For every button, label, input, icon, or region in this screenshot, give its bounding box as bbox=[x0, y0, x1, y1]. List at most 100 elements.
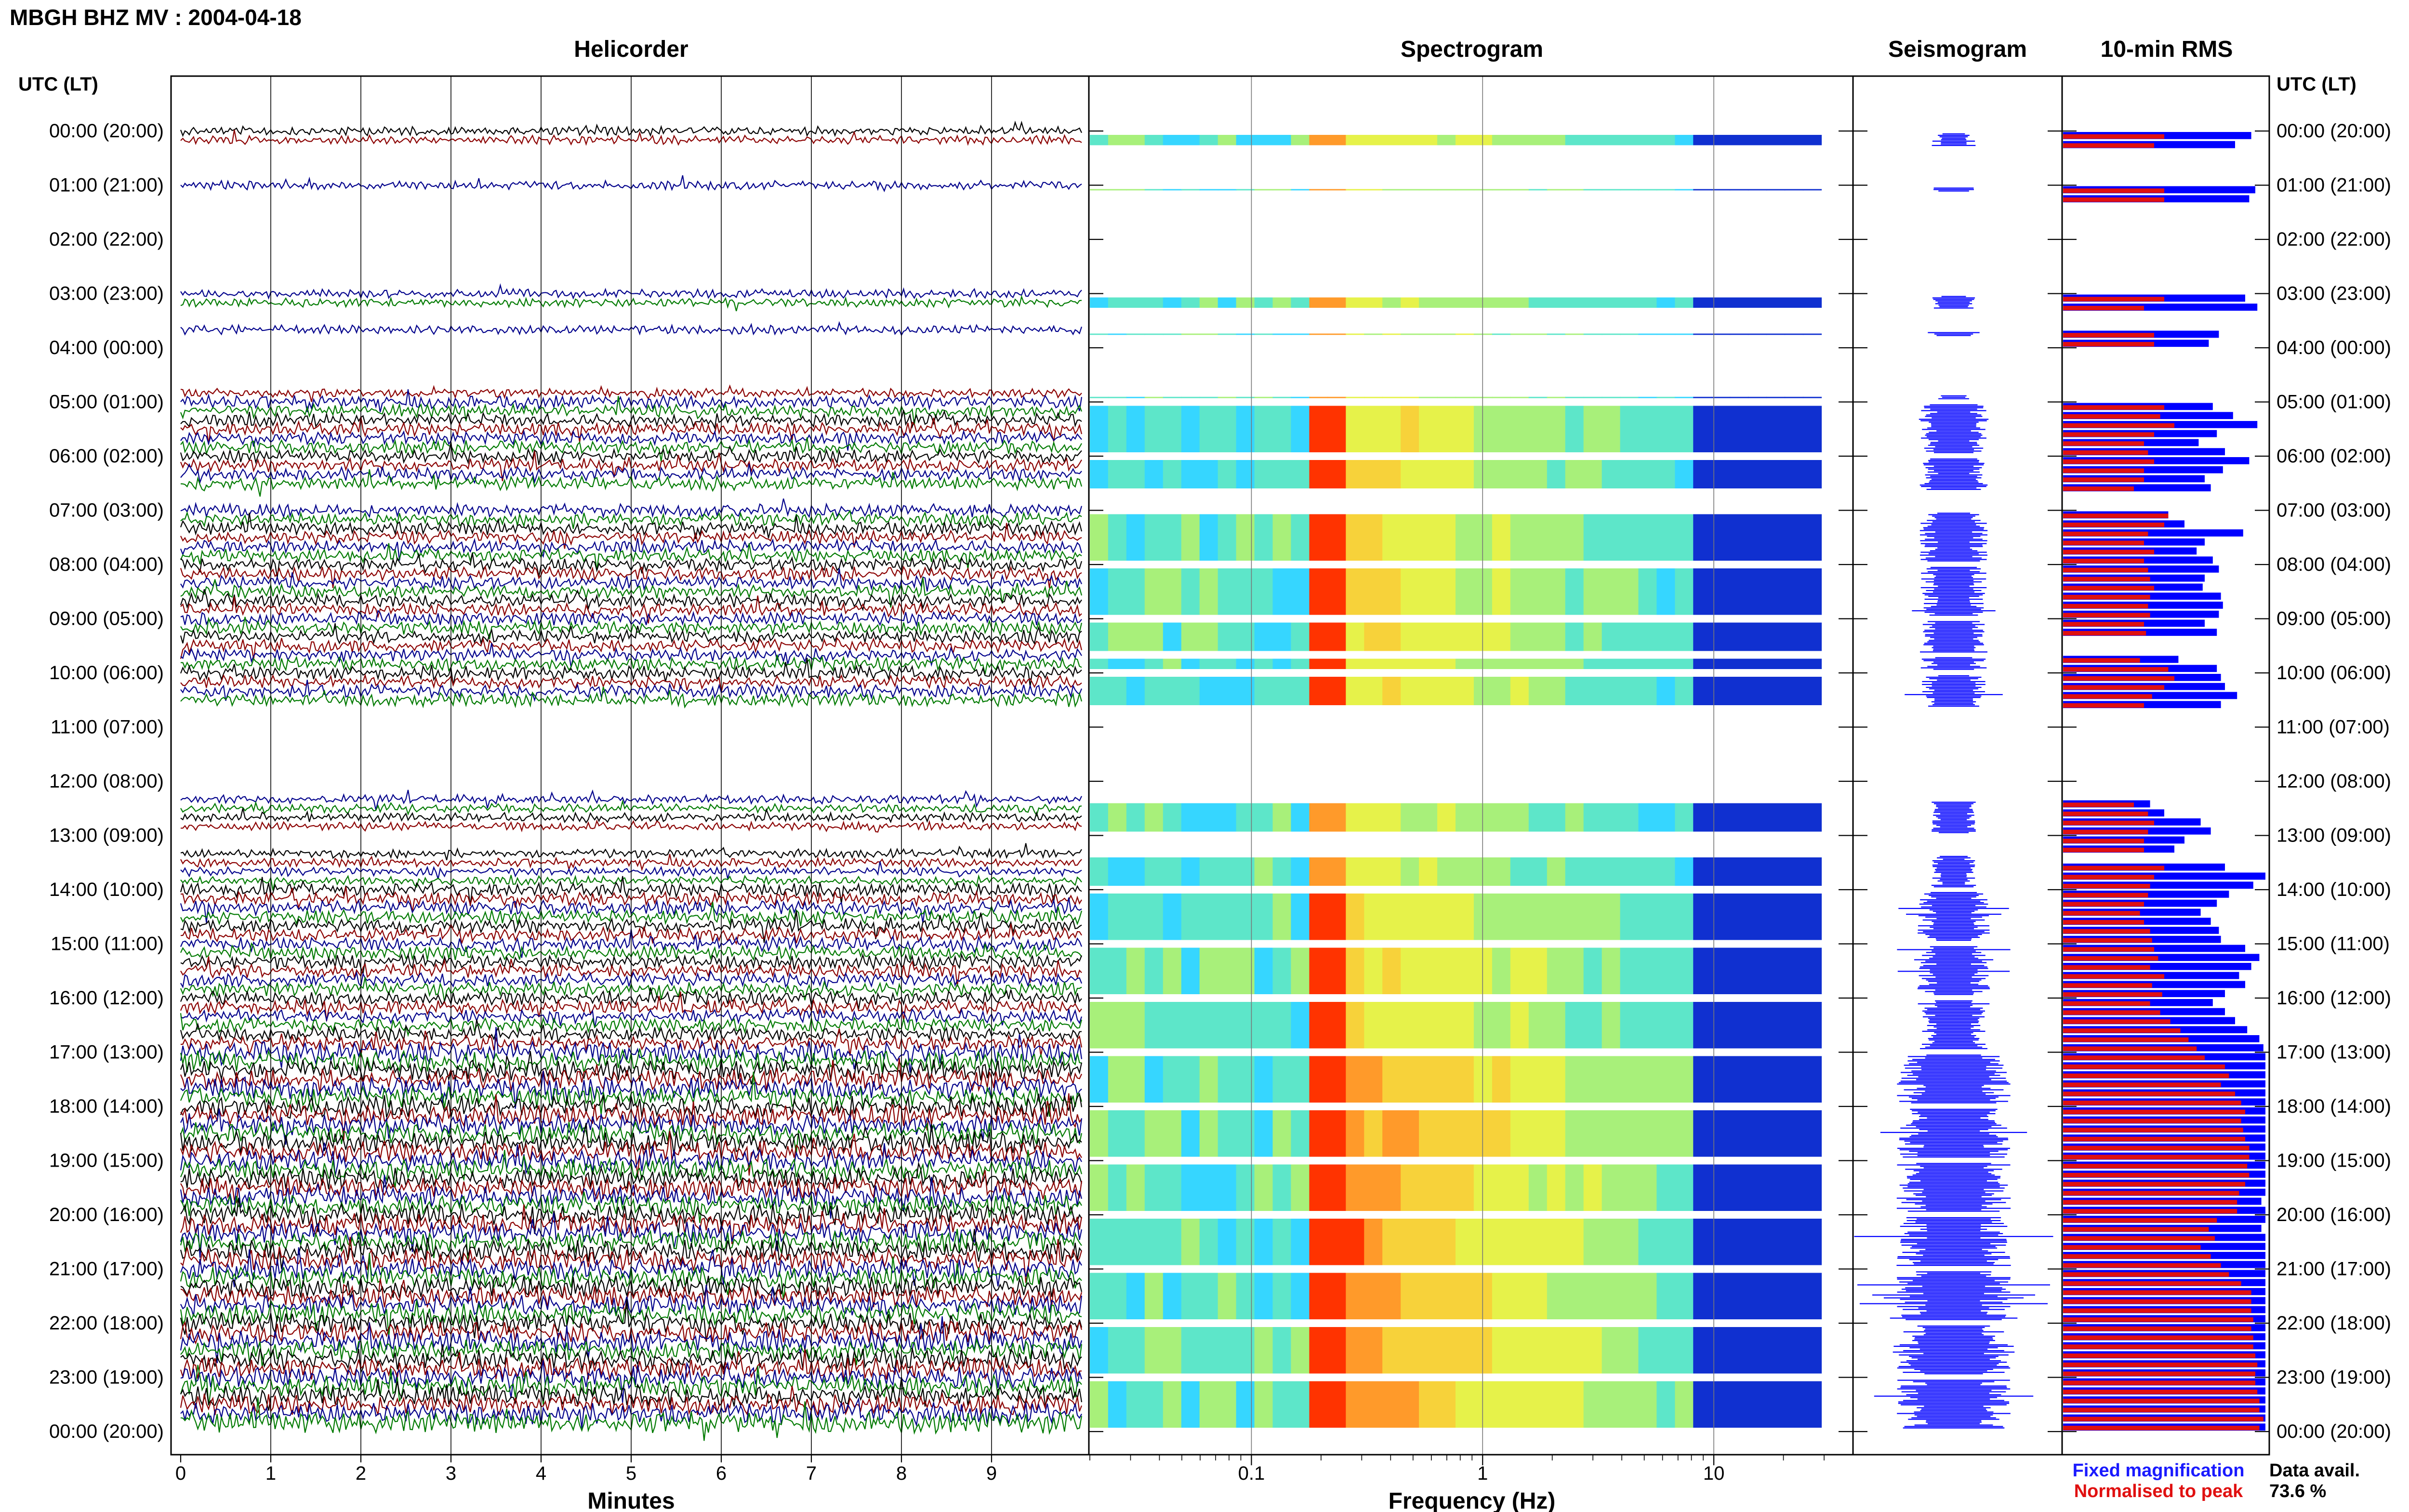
spectrogram-cell bbox=[1236, 658, 1255, 669]
spectrogram-cell bbox=[1108, 189, 1127, 191]
spectrogram-cell bbox=[1108, 396, 1127, 398]
spectrogram-cell bbox=[1401, 1110, 1420, 1157]
spectrogram-cell bbox=[1346, 514, 1365, 561]
spectrogram-cell bbox=[1419, 333, 1438, 335]
spectrogram-cell bbox=[1199, 658, 1218, 669]
spectrogram-cell bbox=[1656, 857, 1676, 886]
spectrogram-cell bbox=[1090, 1219, 1109, 1265]
time-label-left: 05:00 (01:00) bbox=[49, 392, 164, 413]
spectrogram-cell bbox=[1090, 189, 1109, 191]
spectrogram-cell bbox=[1108, 1002, 1127, 1049]
spectrogram-cell bbox=[1711, 460, 1731, 488]
spectrogram-cell bbox=[1656, 1273, 1676, 1319]
spectrogram-cell bbox=[1309, 297, 1328, 308]
spectrogram-cell bbox=[1766, 568, 1786, 615]
spectrogram-cell bbox=[1711, 658, 1731, 669]
spectrogram-cell bbox=[1090, 894, 1109, 940]
spectrogram-cell bbox=[1291, 568, 1310, 615]
spectrogram-cell bbox=[1272, 297, 1292, 308]
spectrogram-cell bbox=[1803, 1056, 1822, 1103]
rms-bar-normalised bbox=[2063, 1109, 2245, 1115]
spectrogram-cell bbox=[1199, 406, 1218, 452]
rms-bar-normalised bbox=[2063, 432, 2154, 437]
seismogram-trace bbox=[1920, 657, 1987, 670]
spectrogram-cell bbox=[1126, 1273, 1145, 1319]
spectrogram-cell bbox=[1528, 1219, 1548, 1265]
rms-bar-normalised bbox=[2063, 1317, 2253, 1322]
spectrogram-cell bbox=[1730, 622, 1749, 651]
spectrogram-cell bbox=[1272, 1381, 1292, 1428]
spectrogram-cell bbox=[1510, 1381, 1529, 1428]
spectrogram-cell bbox=[1437, 333, 1456, 335]
spectrogram-cell bbox=[1382, 677, 1402, 705]
spectrogram-cell bbox=[1748, 1110, 1767, 1157]
spectrogram-cell bbox=[1437, 1164, 1456, 1211]
spectrogram-cell bbox=[1602, 568, 1621, 615]
spectrogram-cell bbox=[1181, 622, 1200, 651]
spectrogram-cell bbox=[1803, 135, 1822, 145]
spectrogram-cell bbox=[1327, 568, 1347, 615]
spectrogram-cell bbox=[1693, 406, 1712, 452]
spectrogram-cell bbox=[1126, 894, 1145, 940]
rms-bar-normalised bbox=[2063, 550, 2154, 554]
spectrogram-cell bbox=[1346, 396, 1365, 398]
rms-bar-normalised bbox=[2063, 405, 2164, 410]
rms-bar-normalised bbox=[2063, 622, 2144, 627]
spectrogram-cell bbox=[1401, 189, 1420, 191]
spectrogram-cell bbox=[1090, 514, 1109, 561]
spectrogram-cell bbox=[1766, 135, 1786, 145]
spectrogram-cell bbox=[1163, 460, 1182, 488]
spectrogram-cell bbox=[1437, 297, 1456, 308]
spectrogram-cell bbox=[1803, 406, 1822, 452]
spectrogram-cell bbox=[1638, 568, 1657, 615]
spectrogram-cell bbox=[1218, 803, 1237, 832]
rms-bar-normalised bbox=[2063, 1353, 2255, 1358]
spectrogram-cell bbox=[1181, 1219, 1200, 1265]
spectrogram-cell bbox=[1419, 677, 1438, 705]
spectrogram-cell bbox=[1419, 1002, 1438, 1049]
spectrogram-cell bbox=[1126, 857, 1145, 886]
spectrogram-cell bbox=[1401, 622, 1420, 651]
spectrogram-cell bbox=[1382, 568, 1402, 615]
rms-bar-normalised bbox=[2063, 1398, 2260, 1404]
spectrogram-cell bbox=[1456, 894, 1474, 940]
time-label-left: 18:00 (14:00) bbox=[49, 1096, 164, 1117]
minute-tick-label: 5 bbox=[626, 1463, 636, 1484]
spectrogram-cell bbox=[1401, 1273, 1420, 1319]
spectrogram-cell bbox=[1492, 406, 1511, 452]
spectrogram-cell bbox=[1181, 1110, 1200, 1157]
spectrogram-cell bbox=[1675, 514, 1694, 561]
spectrogram-cell bbox=[1236, 406, 1255, 452]
spectrogram-cell bbox=[1547, 1110, 1566, 1157]
spectrogram-cell bbox=[1218, 1327, 1237, 1374]
minute-tick-label: 3 bbox=[446, 1463, 456, 1484]
spectrogram-cell bbox=[1163, 189, 1182, 191]
spectrogram-cell bbox=[1364, 460, 1383, 488]
spectrogram-cell bbox=[1473, 1164, 1493, 1211]
spectrogram-cell bbox=[1565, 396, 1584, 398]
spectrogram-cell bbox=[1218, 189, 1237, 191]
spectrogram-cell bbox=[1638, 1002, 1657, 1049]
time-label-right: 04:00 (00:00) bbox=[2277, 337, 2391, 358]
spectrogram-cell bbox=[1510, 1110, 1529, 1157]
spectrogram-cell bbox=[1291, 297, 1310, 308]
spectrogram-cell bbox=[1803, 677, 1822, 705]
spectrogram-cell bbox=[1766, 396, 1786, 398]
spectrogram-cell bbox=[1528, 857, 1548, 886]
seismogram-trace bbox=[1897, 946, 2011, 995]
spectrogram-cell bbox=[1126, 677, 1145, 705]
spectrogram-cell bbox=[1730, 189, 1749, 191]
spectrogram-cell bbox=[1236, 333, 1255, 335]
spectrogram-cell bbox=[1583, 460, 1602, 488]
spectrogram-cell bbox=[1108, 894, 1127, 940]
time-label-right: 13:00 (09:00) bbox=[2277, 825, 2391, 846]
spectrogram-cell bbox=[1272, 1002, 1292, 1049]
spectrogram-cell bbox=[1785, 857, 1804, 886]
spectrogram-cell bbox=[1456, 297, 1474, 308]
spectrogram-cell bbox=[1803, 803, 1822, 832]
spectrogram-cell bbox=[1108, 1327, 1127, 1374]
rms-bar-normalised bbox=[2063, 1155, 2250, 1159]
spectrogram-cell bbox=[1730, 1002, 1749, 1049]
spectrogram-cell bbox=[1108, 1381, 1127, 1428]
spectrogram-cell bbox=[1218, 135, 1237, 145]
